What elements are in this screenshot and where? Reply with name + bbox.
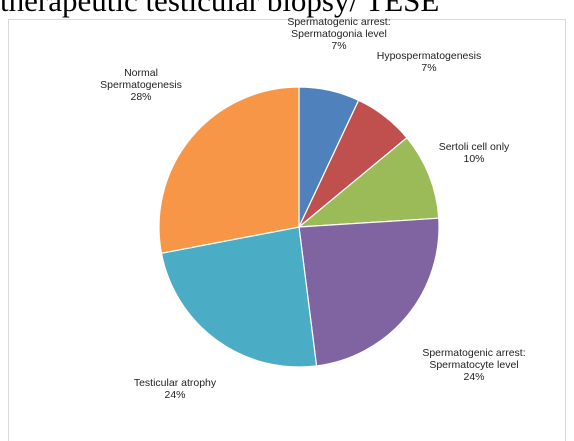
slice-label-1: Spermatogenic arrest: Spermatogonia level… <box>287 16 390 52</box>
slice-label-6: Normal Spermatogenesis 28% <box>100 67 182 103</box>
slice-label-5: Testicular atrophy 24% <box>134 377 217 401</box>
pie-slice-5 <box>160 226 318 368</box>
pie-slice-4 <box>298 217 440 367</box>
slice-label-2: Hypospermatogenesis 7% <box>377 50 481 74</box>
pie-slice-3 <box>297 136 440 228</box>
slice-label-4: Spermatogenic arrest: Spermatocyte level 2… <box>422 347 525 383</box>
chart-title: therapeutic testicular biopsy/ TESE <box>0 0 440 18</box>
pie-slice-6 <box>158 86 300 254</box>
chart-frame <box>8 19 566 441</box>
slice-label-3: Sertoli cell only 10% <box>439 141 510 165</box>
